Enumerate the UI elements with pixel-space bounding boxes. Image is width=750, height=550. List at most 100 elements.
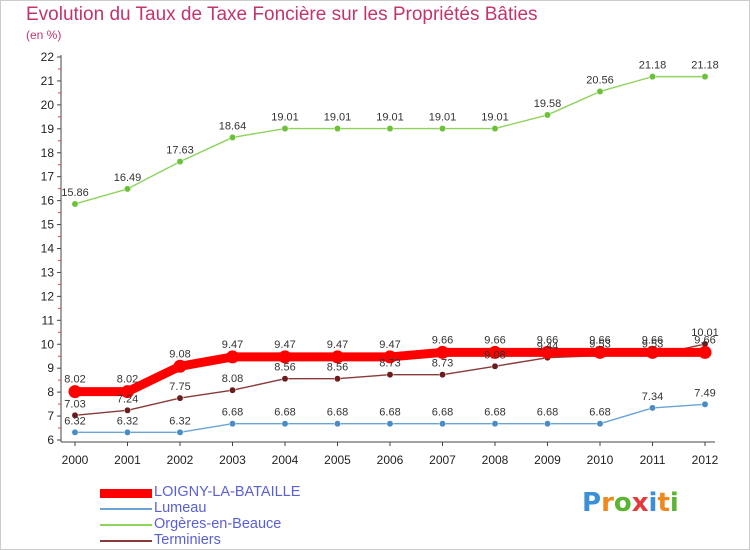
- data-point-terminiers: [439, 371, 446, 379]
- data-label-loigny-la-bataille: 9.47: [379, 339, 400, 351]
- data-point-loigny-la-bataille: [541, 345, 554, 359]
- y-tick-label: 8: [47, 385, 54, 399]
- data-label-terminiers: 8.08: [222, 373, 243, 385]
- data-point-lumeau: [386, 420, 394, 428]
- data-label-orgeres-en-beauce: 18.64: [219, 120, 247, 132]
- data-label-orgeres-en-beauce: 19.58: [534, 98, 562, 110]
- y-tick-label: 7: [47, 409, 54, 423]
- data-point-orgeres-en-beauce: [176, 158, 184, 166]
- data-point-lumeau: [596, 420, 604, 428]
- data-point-lumeau: [439, 420, 446, 428]
- y-tick-label: 20: [41, 98, 55, 112]
- data-point-terminiers: [334, 375, 341, 383]
- data-label-orgeres-en-beauce: 19.01: [324, 112, 352, 124]
- data-label-orgeres-en-beauce: 19.01: [271, 112, 299, 124]
- data-point-lumeau: [281, 420, 289, 428]
- x-tick-label: 2009: [534, 453, 561, 467]
- data-point-terminiers: [124, 406, 131, 414]
- logo-letter: r: [601, 488, 614, 518]
- data-point-orgeres-en-beauce: [281, 125, 289, 133]
- data-label-orgeres-en-beauce: 21.18: [639, 60, 667, 72]
- x-tick-label: 2005: [324, 453, 351, 467]
- data-label-terminiers: 10.01: [691, 327, 719, 339]
- y-tick-label: 6: [47, 433, 54, 447]
- data-point-orgeres-en-beauce: [124, 185, 131, 193]
- chart-subtitle: (en %): [26, 28, 62, 42]
- y-tick-label: 21: [41, 74, 55, 88]
- data-point-terminiers: [229, 386, 236, 394]
- chart-title: Evolution du Taux de Taxe Foncière sur l…: [26, 4, 538, 25]
- data-label-loigny-la-bataille: 9.66: [484, 334, 505, 346]
- data-label-loigny-la-bataille: 9.66: [694, 334, 715, 346]
- data-point-loigny-la-bataille: [278, 350, 292, 364]
- data-label-terminiers: 8.56: [327, 362, 348, 374]
- data-point-loigny-la-bataille: [331, 350, 344, 364]
- data-label-orgeres-en-beauce: 19.01: [429, 112, 457, 124]
- data-label-orgeres-en-beauce: 19.01: [481, 112, 509, 124]
- data-point-lumeau: [701, 400, 709, 408]
- data-point-loigny-la-bataille: [698, 345, 712, 359]
- x-tick-label: 2006: [377, 453, 404, 467]
- y-tick-label: 15: [41, 218, 55, 232]
- data-point-orgeres-en-beauce: [649, 73, 656, 81]
- legend-label: Lumeau: [154, 500, 207, 516]
- legend-label: Orgères-en-Beauce: [154, 516, 282, 532]
- data-label-orgeres-en-beauce: 20.56: [586, 74, 614, 86]
- x-tick-label: 2012: [692, 453, 719, 467]
- data-label-lumeau: 7.34: [642, 391, 663, 403]
- data-point-terminiers: [176, 394, 184, 402]
- data-point-loigny-la-bataille: [121, 385, 134, 399]
- data-label-terminiers: 9.44: [537, 341, 558, 353]
- y-tick-label: 18: [41, 146, 55, 160]
- x-tick-label: 2004: [272, 453, 299, 467]
- data-point-orgeres-en-beauce: [544, 111, 551, 119]
- logo-letter: o: [613, 488, 632, 518]
- data-label-orgeres-en-beauce: 15.86: [61, 187, 89, 199]
- data-point-lumeau: [491, 420, 499, 428]
- data-point-terminiers: [71, 411, 79, 419]
- legend-label: LOIGNY-LA-BATAILLE: [154, 484, 301, 500]
- y-tick-label: 11: [42, 313, 55, 327]
- data-label-terminiers: 9.53: [642, 339, 663, 351]
- data-point-lumeau: [229, 420, 236, 428]
- data-label-lumeau: 6.32: [64, 415, 85, 427]
- data-point-orgeres-en-beauce: [229, 133, 236, 141]
- proxiti-logo: Proxiti: [582, 488, 679, 518]
- y-tick-label: 12: [41, 289, 55, 303]
- y-tick-label: 16: [41, 194, 55, 208]
- data-label-loigny-la-bataille: 9.66: [537, 334, 558, 346]
- data-label-orgeres-en-beauce: 17.63: [166, 145, 194, 157]
- data-label-terminiers: 7.03: [64, 398, 85, 410]
- data-point-terminiers: [281, 375, 289, 383]
- data-label-loigny-la-bataille: 9.66: [642, 334, 663, 346]
- series-layer: [68, 73, 712, 436]
- data-label-terminiers: 9.53: [589, 339, 610, 351]
- data-label-orgeres-en-beauce: 19.01: [376, 112, 404, 124]
- data-label-lumeau: 6.68: [327, 407, 348, 419]
- data-point-lumeau: [334, 420, 341, 428]
- data-point-loigny-la-bataille: [226, 350, 239, 364]
- data-point-loigny-la-bataille: [488, 345, 502, 359]
- logo-letter: P: [582, 488, 602, 518]
- data-label-loigny-la-bataille: 8.02: [64, 374, 85, 386]
- x-tick-label: 2008: [482, 453, 509, 467]
- data-point-orgeres-en-beauce: [386, 125, 394, 133]
- data-point-orgeres-en-beauce: [596, 88, 604, 95]
- logo-letter: x: [631, 488, 649, 518]
- logo-letter: t: [657, 488, 670, 518]
- data-point-orgeres-en-beauce: [334, 125, 341, 133]
- legend-swatch: [100, 540, 152, 542]
- x-tick-label: 2011: [640, 453, 666, 467]
- data-label-lumeau: 7.49: [694, 387, 715, 399]
- data-label-lumeau: 6.68: [379, 407, 400, 419]
- data-point-loigny-la-bataille: [383, 350, 397, 364]
- data-label-loigny-la-bataille: 9.47: [222, 339, 243, 351]
- data-point-orgeres-en-beauce: [491, 125, 499, 133]
- data-point-loigny-la-bataille: [436, 345, 449, 359]
- data-label-orgeres-en-beauce: 21.18: [691, 60, 719, 72]
- data-point-loigny-la-bataille: [646, 345, 659, 359]
- logo-letter: i: [669, 488, 679, 518]
- x-tick-label: 2003: [219, 453, 246, 467]
- data-point-loigny-la-bataille: [173, 359, 187, 373]
